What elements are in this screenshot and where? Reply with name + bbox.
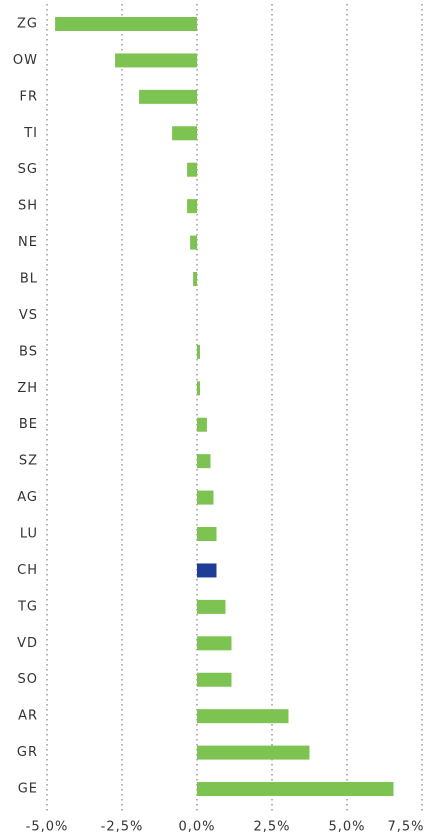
y-tick-label: AG xyxy=(17,490,38,505)
x-tick-label: 0,0% xyxy=(178,820,215,835)
bar xyxy=(197,490,214,505)
y-tick-label: TI xyxy=(23,126,38,141)
y-tick-label: LU xyxy=(20,527,38,542)
y-tick-label: BS xyxy=(19,344,38,359)
y-tick-label: SG xyxy=(18,162,38,177)
bar xyxy=(197,599,226,614)
y-tick-label: CH xyxy=(17,563,38,578)
x-tick-label: 5,0% xyxy=(328,820,365,835)
y-tick-label: OW xyxy=(13,53,38,68)
bar xyxy=(187,199,197,214)
x-tick-label: 2,5% xyxy=(253,820,290,835)
y-tick-label: ZG xyxy=(17,17,38,32)
y-tick-label: SH xyxy=(18,199,38,214)
y-tick-label: ZH xyxy=(17,381,38,396)
y-tick-label: GE xyxy=(18,782,38,797)
y-tick-label: BE xyxy=(19,417,38,432)
y-tick-label: TG xyxy=(17,599,38,614)
bar xyxy=(197,454,211,469)
bar xyxy=(172,126,197,141)
y-tick-label: SO xyxy=(18,672,38,687)
bar xyxy=(55,17,197,31)
bar xyxy=(197,563,217,578)
bar xyxy=(197,527,217,542)
y-tick-label: SZ xyxy=(19,454,38,469)
y-tick-label: NE xyxy=(18,235,38,250)
bar xyxy=(197,381,200,396)
y-tick-label: GR xyxy=(17,745,38,760)
y-tick-label: FR xyxy=(19,89,38,104)
bar xyxy=(139,89,197,104)
y-tick-label: BL xyxy=(20,272,38,287)
x-tick-label: 7,5% xyxy=(387,820,424,835)
x-tick-label: -2,5% xyxy=(101,820,144,835)
bar xyxy=(197,417,207,432)
bar xyxy=(197,672,232,687)
bar xyxy=(197,709,289,724)
bar xyxy=(197,636,232,651)
bar xyxy=(197,745,310,760)
bar xyxy=(187,162,197,177)
y-tick-label: VS xyxy=(19,308,38,323)
bar xyxy=(190,235,197,250)
bar xyxy=(197,782,394,797)
y-tick-label: AR xyxy=(18,709,38,724)
bar xyxy=(197,344,200,359)
y-tick-label: VD xyxy=(17,636,38,651)
bar xyxy=(115,53,197,68)
x-tick-label: -5,0% xyxy=(26,820,69,835)
bar xyxy=(193,272,197,287)
